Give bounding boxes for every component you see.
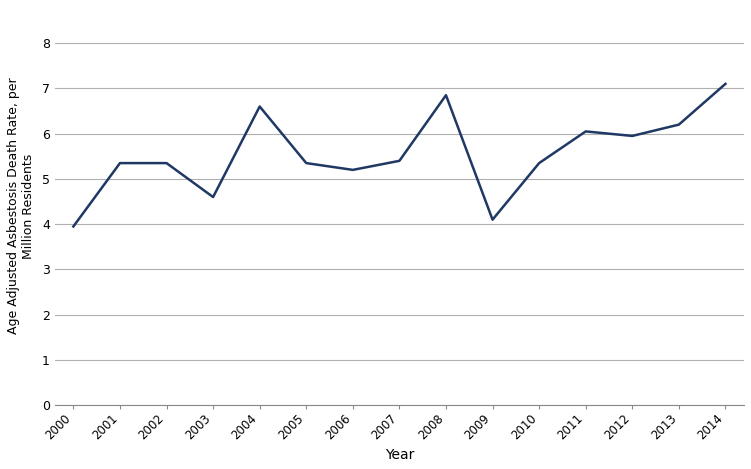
Y-axis label: Age Adjusted Asbestosis Death Rate, per
Million Residents: Age Adjusted Asbestosis Death Rate, per … bbox=[7, 78, 35, 334]
X-axis label: Year: Year bbox=[385, 448, 414, 462]
